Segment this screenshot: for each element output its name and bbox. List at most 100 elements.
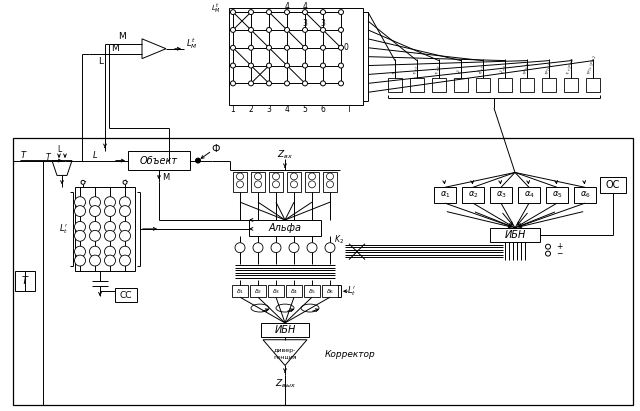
Circle shape: [230, 9, 236, 14]
Circle shape: [545, 244, 550, 249]
Circle shape: [289, 243, 299, 253]
Circle shape: [325, 243, 335, 253]
Circle shape: [303, 9, 307, 14]
Circle shape: [120, 255, 131, 266]
Circle shape: [303, 45, 307, 50]
Circle shape: [271, 243, 281, 253]
Text: T: T: [20, 151, 26, 160]
Text: M: M: [163, 173, 170, 182]
Text: 6: 6: [321, 105, 325, 113]
Circle shape: [303, 81, 307, 86]
Text: $r_{l+1} r_{l+2}$: $r_{l+1} r_{l+2}$: [564, 57, 577, 76]
Text: $\alpha_2$: $\alpha_2$: [468, 190, 478, 201]
Text: Корректор: Корректор: [324, 350, 376, 359]
FancyBboxPatch shape: [432, 79, 446, 92]
FancyBboxPatch shape: [490, 187, 512, 203]
Circle shape: [248, 45, 253, 50]
FancyBboxPatch shape: [476, 79, 490, 92]
FancyBboxPatch shape: [287, 173, 301, 192]
Text: $r_l r_{l+1} r_{l+2}$: $r_l r_{l+1} r_{l+2}$: [586, 54, 600, 76]
FancyBboxPatch shape: [261, 323, 309, 337]
Circle shape: [90, 230, 100, 241]
Circle shape: [339, 45, 344, 50]
Circle shape: [195, 158, 200, 163]
Text: $L_t'$: $L_t'$: [347, 284, 356, 298]
FancyBboxPatch shape: [498, 79, 512, 92]
Text: дивер-
генция: дивер- генция: [273, 348, 297, 359]
Text: $\alpha_3$: $\alpha_3$: [495, 190, 506, 201]
Circle shape: [74, 230, 86, 241]
Circle shape: [104, 197, 115, 208]
Circle shape: [248, 81, 253, 86]
Circle shape: [285, 45, 289, 50]
Circle shape: [237, 173, 243, 180]
Circle shape: [266, 81, 271, 86]
Text: $\alpha_5$: $\alpha_5$: [552, 190, 563, 201]
Circle shape: [248, 63, 253, 68]
Circle shape: [104, 222, 115, 232]
Circle shape: [266, 63, 271, 68]
FancyBboxPatch shape: [305, 173, 319, 192]
FancyBboxPatch shape: [434, 187, 456, 203]
Text: $r_{l+1}$: $r_{l+1}$: [412, 65, 422, 76]
Text: $\alpha_4$: $\alpha_4$: [524, 190, 534, 201]
Text: $\alpha_6$: $\alpha_6$: [580, 190, 591, 201]
FancyBboxPatch shape: [286, 285, 302, 297]
FancyBboxPatch shape: [542, 79, 556, 92]
Text: СС: СС: [120, 291, 132, 300]
Circle shape: [545, 251, 550, 256]
Circle shape: [120, 222, 131, 232]
Circle shape: [104, 230, 115, 241]
Text: L: L: [99, 57, 104, 66]
Text: $\delta_2$: $\delta_2$: [254, 287, 262, 296]
FancyBboxPatch shape: [249, 220, 321, 236]
Text: +: +: [556, 242, 563, 251]
Circle shape: [74, 206, 86, 217]
Circle shape: [266, 9, 271, 14]
Circle shape: [74, 222, 86, 232]
Circle shape: [291, 173, 298, 180]
Text: 0: 0: [344, 43, 348, 52]
Text: L: L: [93, 151, 97, 160]
Text: $r_l r_{l+2}$: $r_l r_{l+2}$: [543, 62, 554, 76]
Circle shape: [230, 81, 236, 86]
Text: 3: 3: [321, 19, 325, 28]
FancyBboxPatch shape: [574, 187, 596, 203]
FancyBboxPatch shape: [304, 285, 320, 297]
Circle shape: [255, 181, 262, 188]
Text: 3: 3: [267, 105, 271, 113]
FancyBboxPatch shape: [490, 228, 540, 242]
Text: M: M: [118, 32, 126, 42]
FancyBboxPatch shape: [269, 173, 283, 192]
FancyBboxPatch shape: [388, 79, 402, 92]
Text: L: L: [57, 145, 61, 154]
Circle shape: [230, 63, 236, 68]
Circle shape: [321, 45, 326, 50]
Text: $r_l^2$: $r_l^2$: [455, 68, 467, 76]
Text: T: T: [22, 276, 28, 286]
Text: $L_M^t$: $L_M^t$: [186, 36, 198, 51]
FancyBboxPatch shape: [250, 285, 266, 297]
Circle shape: [291, 181, 298, 188]
Circle shape: [285, 63, 289, 68]
FancyBboxPatch shape: [128, 151, 190, 171]
Circle shape: [235, 243, 245, 253]
Text: 4: 4: [303, 2, 307, 11]
Circle shape: [285, 9, 289, 14]
Text: $Z_{вх}$: $Z_{вх}$: [277, 148, 293, 161]
Circle shape: [230, 28, 236, 32]
Circle shape: [285, 28, 289, 32]
Circle shape: [81, 180, 85, 185]
Circle shape: [339, 9, 344, 14]
Text: 1: 1: [230, 105, 236, 113]
Text: $r_l r_{l+1}$: $r_l r_{l+1}$: [522, 62, 532, 76]
Text: $\delta_6$: $\delta_6$: [326, 287, 334, 296]
FancyBboxPatch shape: [232, 285, 248, 297]
FancyBboxPatch shape: [462, 187, 484, 203]
Text: $r_{l+2}^2$: $r_{l+2}^2$: [499, 64, 511, 76]
Circle shape: [266, 28, 271, 32]
Text: К: К: [238, 245, 242, 250]
Circle shape: [303, 28, 307, 32]
Circle shape: [266, 45, 271, 50]
Circle shape: [339, 81, 344, 86]
